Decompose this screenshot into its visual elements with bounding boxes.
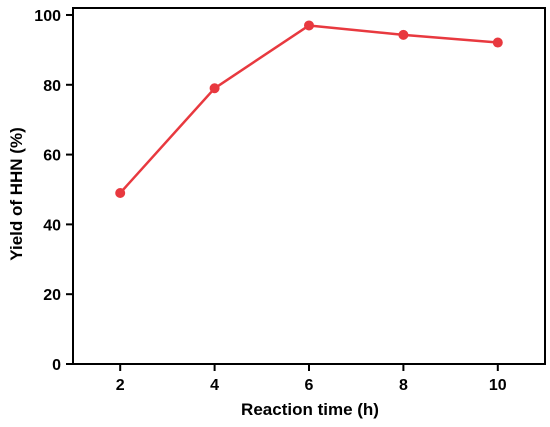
y-tick-label: 80 bbox=[43, 78, 61, 95]
y-tick-label: 100 bbox=[34, 8, 61, 25]
x-tick-label: 4 bbox=[210, 377, 219, 394]
y-axis-title: Yield of HHN (%) bbox=[7, 127, 26, 260]
plot-area: 0 20 40 60 80 100 2 4 6 8 10 bbox=[34, 7, 546, 394]
x-tick-label: 8 bbox=[399, 377, 408, 394]
data-point bbox=[115, 187, 126, 198]
x-tick-label: 10 bbox=[489, 377, 507, 394]
x-tick-label: 6 bbox=[305, 377, 314, 394]
series-line bbox=[119, 24, 498, 194]
data-point bbox=[492, 37, 503, 48]
data-point bbox=[209, 83, 220, 94]
x-tick-label: 2 bbox=[116, 377, 125, 394]
x-axis-title: Reaction time (h) bbox=[241, 400, 379, 419]
data-point bbox=[304, 20, 314, 31]
y-tick-label: 40 bbox=[43, 217, 61, 234]
plot-frame bbox=[72, 7, 546, 365]
y-tick-label: 0 bbox=[52, 357, 61, 374]
y-tick-label: 20 bbox=[43, 287, 61, 304]
y-tick-label: 60 bbox=[43, 148, 61, 165]
data-point bbox=[398, 29, 409, 40]
